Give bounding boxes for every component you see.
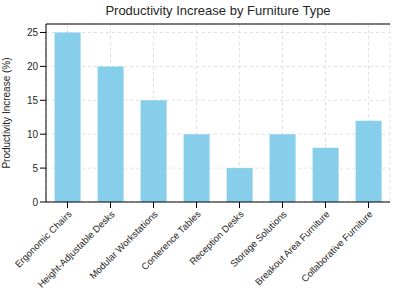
svg-text:20: 20	[27, 61, 39, 72]
svg-text:25: 25	[27, 27, 39, 38]
svg-text:5: 5	[32, 163, 38, 174]
svg-text:Storage Solutions: Storage Solutions	[227, 208, 289, 270]
html-text:Productivity Increase by Furni: Productivity Increase by Furniture Type	[105, 3, 331, 18]
svg-text:Ergonomic Chairs: Ergonomic Chairs	[12, 208, 74, 270]
svg-text:Reception Desks: Reception Desks	[187, 208, 246, 267]
svg-text:Collaborative Furniture: Collaborative Furniture	[299, 208, 375, 284]
svg-text:10: 10	[27, 129, 39, 140]
svg-text:Breakout Area Furniture: Breakout Area Furniture	[253, 208, 332, 287]
svg-text:Conference Tables: Conference Tables	[139, 208, 203, 273]
svg-text:Modular Workstations: Modular Workstations	[87, 208, 160, 281]
svg-text:15: 15	[27, 95, 39, 106]
svg-text:Productivity Increase (%): Productivity Increase (%)	[8, 57, 12, 168]
svg-text:0: 0	[32, 197, 38, 208]
svg-text:Height-Adjustable Desks: Height-Adjustable Desks	[35, 208, 117, 290]
